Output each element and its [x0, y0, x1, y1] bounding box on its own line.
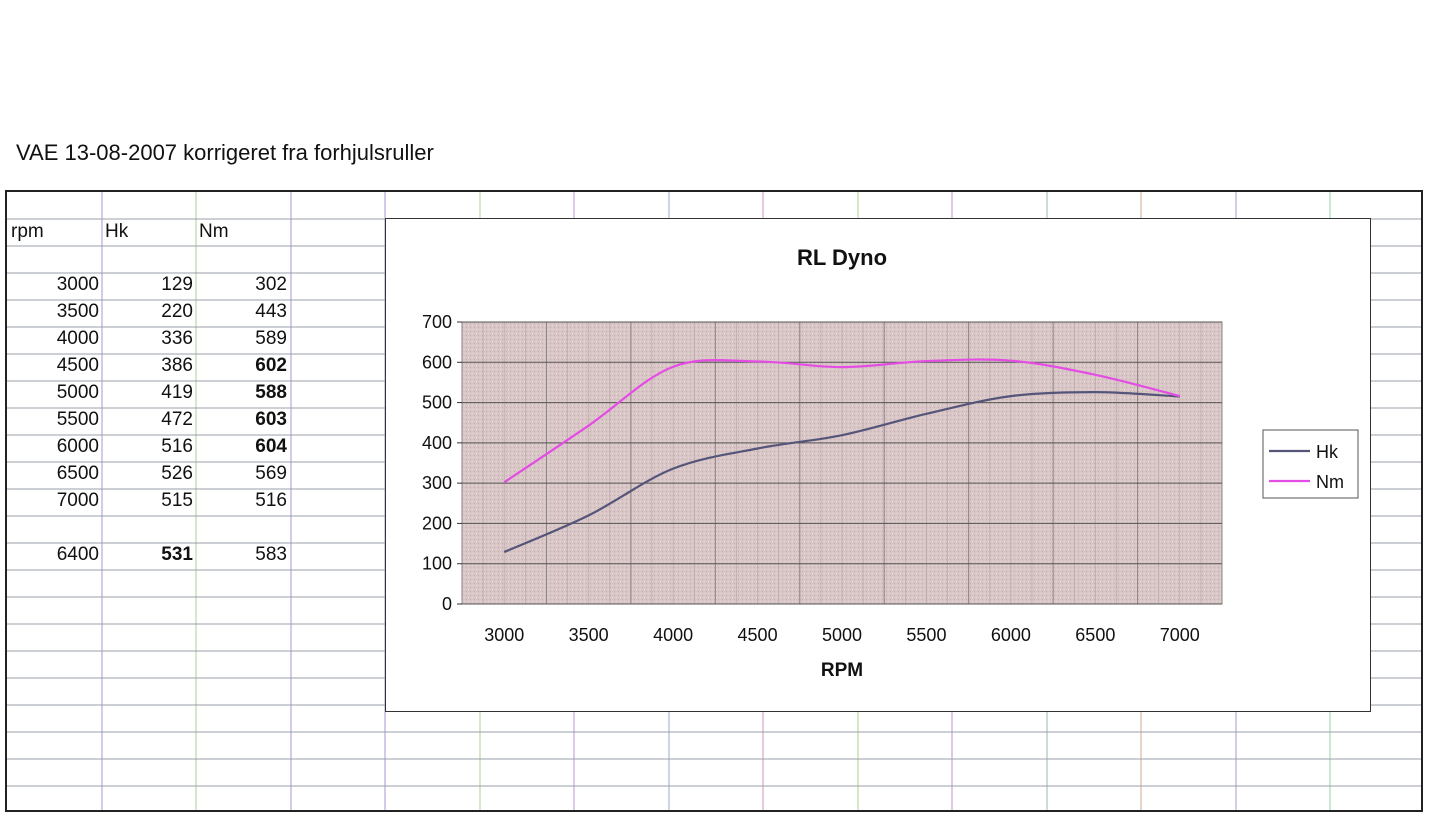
x-tick-label: 6500 — [1075, 625, 1115, 645]
summary-cell: 583 — [255, 544, 287, 565]
column-header: rpm — [11, 221, 44, 242]
legend-label: Hk — [1316, 442, 1339, 462]
table-cell: 7000 — [56, 490, 99, 511]
table-cell: 4500 — [56, 355, 99, 376]
table-cell: 472 — [161, 409, 193, 430]
table-cell: 6000 — [56, 436, 99, 457]
dyno-chart: 0 100 200 300 400 500 600 700 3000 3500 4000 4500 50… — [422, 245, 1359, 681]
y-tick-label: 700 — [422, 312, 452, 332]
column-header: Hk — [105, 221, 129, 242]
legend — [1262, 429, 1359, 499]
summary-cell: 531 — [161, 544, 193, 565]
series-line-nm — [503, 358, 1181, 484]
chart-title: RL Dyno — [797, 245, 887, 270]
column-header: Nm — [199, 221, 229, 242]
table-cell: 336 — [161, 328, 193, 349]
table-cell: 604 — [255, 436, 287, 457]
x-tick-label: 7000 — [1160, 625, 1200, 645]
table-cell: 129 — [161, 274, 193, 295]
table-cell: 526 — [161, 463, 193, 484]
table-cell: 419 — [161, 382, 193, 403]
x-tick-label: 5500 — [906, 625, 946, 645]
table-cell: 3000 — [56, 274, 99, 295]
table-cell: 5500 — [56, 409, 99, 430]
x-tick-label: 3500 — [569, 625, 609, 645]
table-cell: 302 — [255, 274, 287, 295]
legend-label: Nm — [1316, 472, 1344, 492]
document-title: VAE 13-08-2007 korrigeret fra forhjulsru… — [16, 140, 434, 165]
y-tick-label: 0 — [442, 594, 452, 614]
table-cell: 386 — [161, 355, 193, 376]
table-cell: 569 — [255, 463, 287, 484]
y-tick-label: 400 — [422, 433, 452, 453]
table-cell: 220 — [161, 301, 193, 322]
table-cell: 603 — [255, 409, 287, 430]
y-tick-label: 300 — [422, 473, 452, 493]
table-cell: 602 — [255, 355, 287, 376]
spreadsheet: rpm Hk Nm 3000 129 302 3500 220 443 4000 336 589 450… — [5, 190, 1423, 812]
series-line-hk — [503, 390, 1180, 554]
table-cell: 3500 — [56, 301, 99, 322]
table-cell: 443 — [255, 301, 287, 322]
x-axis-label: RPM — [821, 660, 863, 681]
y-tick-label: 600 — [422, 352, 452, 372]
table-cell: 516 — [255, 490, 287, 511]
table-cell: 588 — [255, 382, 287, 403]
table-cell: 4000 — [56, 328, 99, 349]
x-tick-label: 4500 — [738, 625, 778, 645]
x-tick-label: 3000 — [484, 625, 524, 645]
y-tick-label: 100 — [422, 554, 452, 574]
table-cell: 515 — [161, 490, 193, 511]
y-tick-label: 500 — [422, 393, 452, 413]
x-tick-label: 6000 — [991, 625, 1031, 645]
table-cell: 5000 — [56, 382, 99, 403]
summary-cell: 6400 — [56, 544, 99, 565]
x-tick-label: 5000 — [822, 625, 862, 645]
y-tick-label: 200 — [422, 513, 452, 533]
table-cell: 589 — [255, 328, 287, 349]
chart-container[interactable]: 0 100 200 300 400 500 600 700 3000 3500 4000 4500 50… — [385, 218, 1371, 712]
table-cell: 6500 — [56, 463, 99, 484]
x-tick-label: 4000 — [653, 625, 693, 645]
table-cell: 516 — [161, 436, 193, 457]
